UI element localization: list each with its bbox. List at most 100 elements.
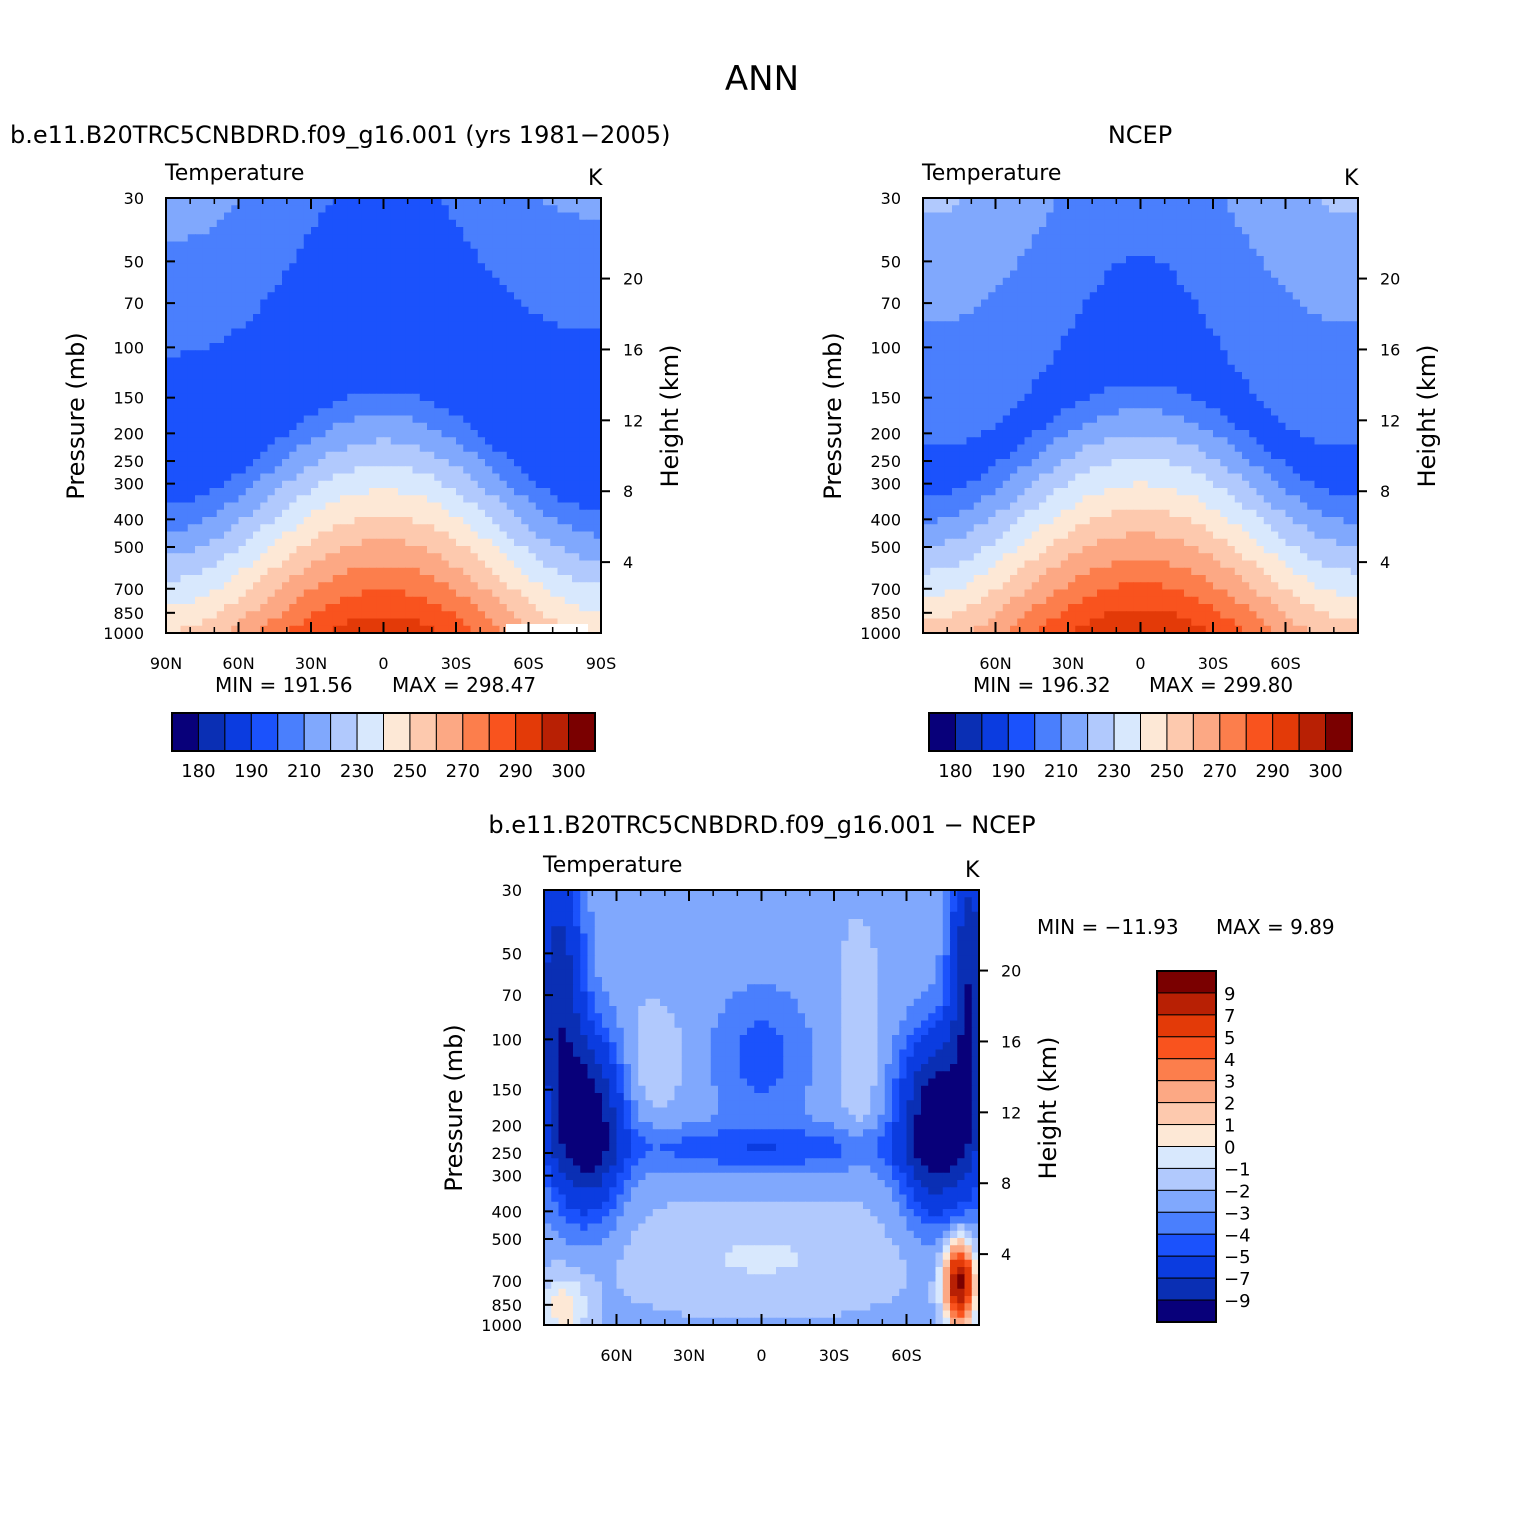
contour-cell	[267, 241, 276, 250]
contour-cell	[282, 350, 290, 359]
contour-cell	[557, 466, 566, 475]
contour-cell	[238, 582, 247, 591]
contour-cell	[952, 198, 960, 206]
contour-cell	[354, 604, 363, 612]
contour-cell	[572, 618, 580, 627]
contour-cell	[267, 212, 276, 221]
contour-cell	[586, 422, 595, 431]
contour-cell	[1089, 198, 1098, 206]
contour-cell	[995, 335, 1004, 344]
contour-cell	[231, 502, 240, 511]
contour-cell	[1213, 219, 1221, 228]
contour-cell	[231, 357, 240, 366]
contour-cell	[543, 314, 551, 322]
contour-cell	[528, 357, 537, 366]
contour-cell	[1249, 219, 1258, 228]
contour-cell	[245, 335, 254, 344]
contour-cell	[930, 212, 939, 221]
contour-cell	[296, 328, 305, 337]
contour-cell	[1285, 306, 1294, 315]
contour-cell	[369, 495, 377, 504]
contour-cell	[514, 212, 522, 221]
contour-cell	[1278, 285, 1287, 293]
contour-cell	[973, 198, 982, 206]
contour-cell	[231, 343, 240, 351]
contour-cell	[311, 227, 319, 235]
contour-cell	[1017, 299, 1026, 308]
contour-cell	[930, 350, 939, 359]
contour-cell	[187, 546, 196, 554]
contour-cell	[238, 270, 247, 279]
contour-cell	[456, 604, 464, 612]
contour-cell	[1024, 270, 1033, 279]
contour-cell	[1111, 285, 1120, 293]
contour-cell	[354, 415, 363, 424]
contour-cell	[485, 575, 493, 583]
contour-cell	[470, 422, 479, 431]
contour-cell	[173, 314, 182, 322]
contour-cell	[923, 241, 931, 250]
contour-cell	[1060, 241, 1069, 250]
contour-cell	[296, 618, 305, 627]
contour-cell	[383, 430, 392, 438]
contour-cell	[419, 611, 428, 620]
contour-cell	[456, 538, 464, 547]
contour-cell	[398, 517, 406, 525]
contour-cell	[463, 212, 472, 221]
contour-cell	[347, 292, 356, 301]
contour-cell	[521, 408, 530, 417]
contour-cell	[405, 241, 414, 250]
contour-cell	[434, 538, 443, 547]
contour-cell	[1097, 212, 1105, 221]
contour-cell	[528, 509, 537, 518]
contour-cell	[253, 502, 261, 511]
contour-cell	[499, 270, 508, 279]
contour-cell	[456, 509, 464, 518]
contour-cell	[593, 372, 602, 380]
contour-cell	[930, 241, 939, 250]
contour-cell	[543, 524, 551, 533]
contour-cell	[1314, 256, 1323, 264]
contour-cell	[477, 473, 486, 482]
contour-cell	[434, 618, 443, 627]
contour-cell	[1234, 306, 1243, 315]
contour-cell	[1140, 256, 1149, 264]
contour-cell	[1104, 321, 1113, 330]
contour-cell	[593, 611, 602, 620]
contour-cell	[579, 234, 588, 243]
contour-cell	[354, 524, 363, 533]
contour-cell	[499, 430, 508, 438]
contour-cell	[564, 386, 573, 395]
contour-cell	[1089, 205, 1098, 214]
contour-cell	[398, 292, 406, 301]
contour-cell	[506, 502, 515, 511]
contour-cell	[995, 241, 1004, 250]
contour-cell	[1089, 248, 1098, 257]
contour-cell	[543, 480, 551, 489]
contour-cell	[506, 517, 515, 525]
contour-cell	[390, 422, 399, 431]
contour-cell	[187, 618, 196, 627]
contour-cell	[318, 270, 327, 279]
contour-cell	[550, 589, 559, 598]
contour-cell	[289, 321, 298, 330]
contour-cell	[303, 357, 312, 366]
contour-cell	[412, 589, 421, 598]
contour-cell	[434, 314, 443, 322]
contour-cell	[485, 357, 493, 366]
contour-cell	[1271, 212, 1279, 221]
contour-cell	[1329, 306, 1337, 315]
contour-cell	[1068, 321, 1076, 330]
contour-cell	[557, 560, 566, 569]
contour-cell	[1169, 234, 1178, 243]
contour-cell	[485, 408, 493, 417]
contour-cell	[1155, 314, 1163, 322]
contour-cell	[1155, 299, 1163, 308]
contour-cell	[390, 277, 399, 286]
contour-cell	[550, 459, 559, 467]
contour-cell	[1307, 277, 1316, 286]
contour-cell	[564, 473, 573, 482]
contour-cell	[1169, 198, 1178, 206]
contour-cell	[274, 553, 283, 562]
contour-cell	[1220, 241, 1229, 250]
